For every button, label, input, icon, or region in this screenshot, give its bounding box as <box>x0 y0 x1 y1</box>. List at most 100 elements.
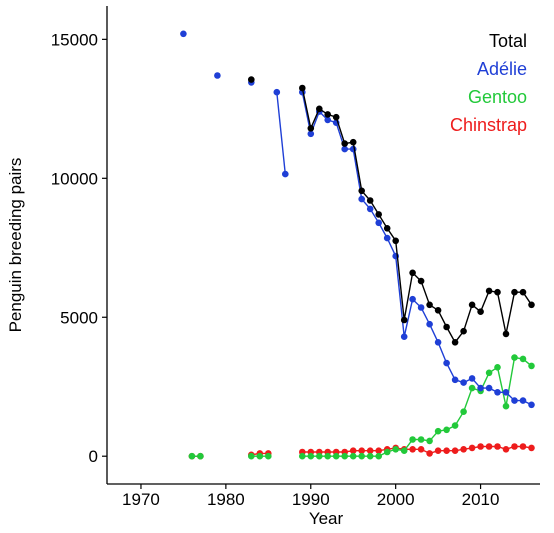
total-point <box>485 287 493 295</box>
gentoo-point <box>366 452 374 460</box>
ad-lie-point <box>477 384 484 392</box>
gentoo-point <box>443 426 450 434</box>
chinstrap-point <box>366 447 374 455</box>
chinstrap-line <box>302 445 532 455</box>
total-point <box>434 307 442 314</box>
gentoo-point <box>494 364 501 371</box>
ad-lie-point <box>180 30 187 38</box>
series-gentoo <box>188 354 535 460</box>
total-point <box>528 301 535 309</box>
gentoo-point <box>307 452 315 460</box>
total-point <box>409 269 416 277</box>
chinstrap-point <box>511 443 518 450</box>
ad-lie-point <box>511 397 518 404</box>
gentoo-point <box>392 446 400 453</box>
ad-lie-point <box>443 359 450 367</box>
chinstrap-point <box>468 444 476 452</box>
total-point <box>511 288 518 296</box>
gentoo-point <box>468 384 476 392</box>
ad-lie-point <box>400 333 408 341</box>
ad-lie-line <box>301 92 532 406</box>
chinstrap-point <box>477 443 484 450</box>
ad-lie-point <box>502 389 510 396</box>
gentoo-point <box>426 437 433 445</box>
gentoo-point <box>324 452 332 460</box>
chinstrap-point <box>494 443 501 450</box>
chinstrap-point <box>502 446 510 453</box>
total-point <box>383 225 391 232</box>
total-line <box>301 87 533 344</box>
total-point <box>349 138 357 146</box>
x-tick-label: 1970 <box>122 490 160 509</box>
series-total <box>248 76 535 346</box>
chinstrap-point <box>528 444 535 452</box>
chinstrap-point <box>451 447 459 455</box>
total-point <box>502 330 510 338</box>
ad-lie-point <box>485 384 493 392</box>
total-point <box>299 84 306 92</box>
total-point <box>366 197 374 204</box>
ad-lie-point <box>434 339 442 346</box>
y-tick-label: 5000 <box>60 308 98 327</box>
total-point <box>468 301 476 309</box>
total-point <box>375 211 383 218</box>
ad-lie-point <box>273 88 281 96</box>
total-point <box>426 301 433 309</box>
gentoo-point <box>519 355 527 363</box>
x-tick-label: 2010 <box>462 490 500 509</box>
ad-lie-point <box>366 205 374 213</box>
ad-lie-point <box>417 304 425 311</box>
total-point <box>248 76 255 83</box>
y-tick-label: 0 <box>89 447 98 466</box>
chinstrap-point <box>375 447 383 455</box>
chinstrap-point <box>434 447 442 455</box>
ad-lie-point <box>460 379 467 386</box>
ad-lie-point <box>494 389 501 396</box>
gentoo-point <box>400 447 408 455</box>
plot-area <box>180 30 535 460</box>
ad-lie-point <box>409 295 416 303</box>
gentoo-line <box>302 356 532 457</box>
total-point <box>443 323 450 331</box>
total-point <box>324 111 332 118</box>
x-tick-label: 2000 <box>377 490 415 509</box>
gentoo-point <box>358 452 366 460</box>
gentoo-point <box>502 402 510 410</box>
y-axis-title: Penguin breeding pairs <box>6 158 25 333</box>
total-point <box>332 113 340 121</box>
ad-lie-point <box>341 145 349 153</box>
gentoo-point <box>528 362 535 370</box>
y-tick-label: 10000 <box>51 169 98 188</box>
gentoo-point <box>383 448 391 456</box>
ad-lie-point <box>214 72 221 79</box>
total-point <box>316 105 323 113</box>
chinstrap-point <box>349 447 357 455</box>
x-axis-title: Year <box>309 509 344 528</box>
ad-lie-point <box>451 376 459 384</box>
gentoo-point <box>375 452 383 460</box>
ad-lie-point <box>468 375 476 382</box>
chinstrap-point <box>485 443 493 450</box>
chinstrap-point <box>409 446 416 453</box>
ad-lie-point <box>307 130 315 138</box>
chinstrap-point <box>460 446 467 453</box>
total-point <box>519 288 527 296</box>
total-point <box>494 288 501 296</box>
ad-lie-point <box>375 219 383 227</box>
gentoo-point <box>316 452 323 460</box>
gentoo-point <box>485 369 493 377</box>
ad-lie-point <box>383 234 391 242</box>
gentoo-point <box>349 452 357 460</box>
gentoo-point <box>332 452 340 460</box>
gentoo-point <box>460 408 467 416</box>
ad-lie-point <box>358 195 366 203</box>
legend: Total Adélie Gentoo Chinstrap <box>450 31 527 135</box>
total-point <box>417 277 425 285</box>
legend-label-total: Total <box>489 31 527 51</box>
total-point <box>307 125 315 132</box>
gentoo-point <box>188 452 196 460</box>
total-point <box>392 237 400 245</box>
gentoo-point <box>197 452 204 460</box>
gentoo-point <box>451 422 459 429</box>
